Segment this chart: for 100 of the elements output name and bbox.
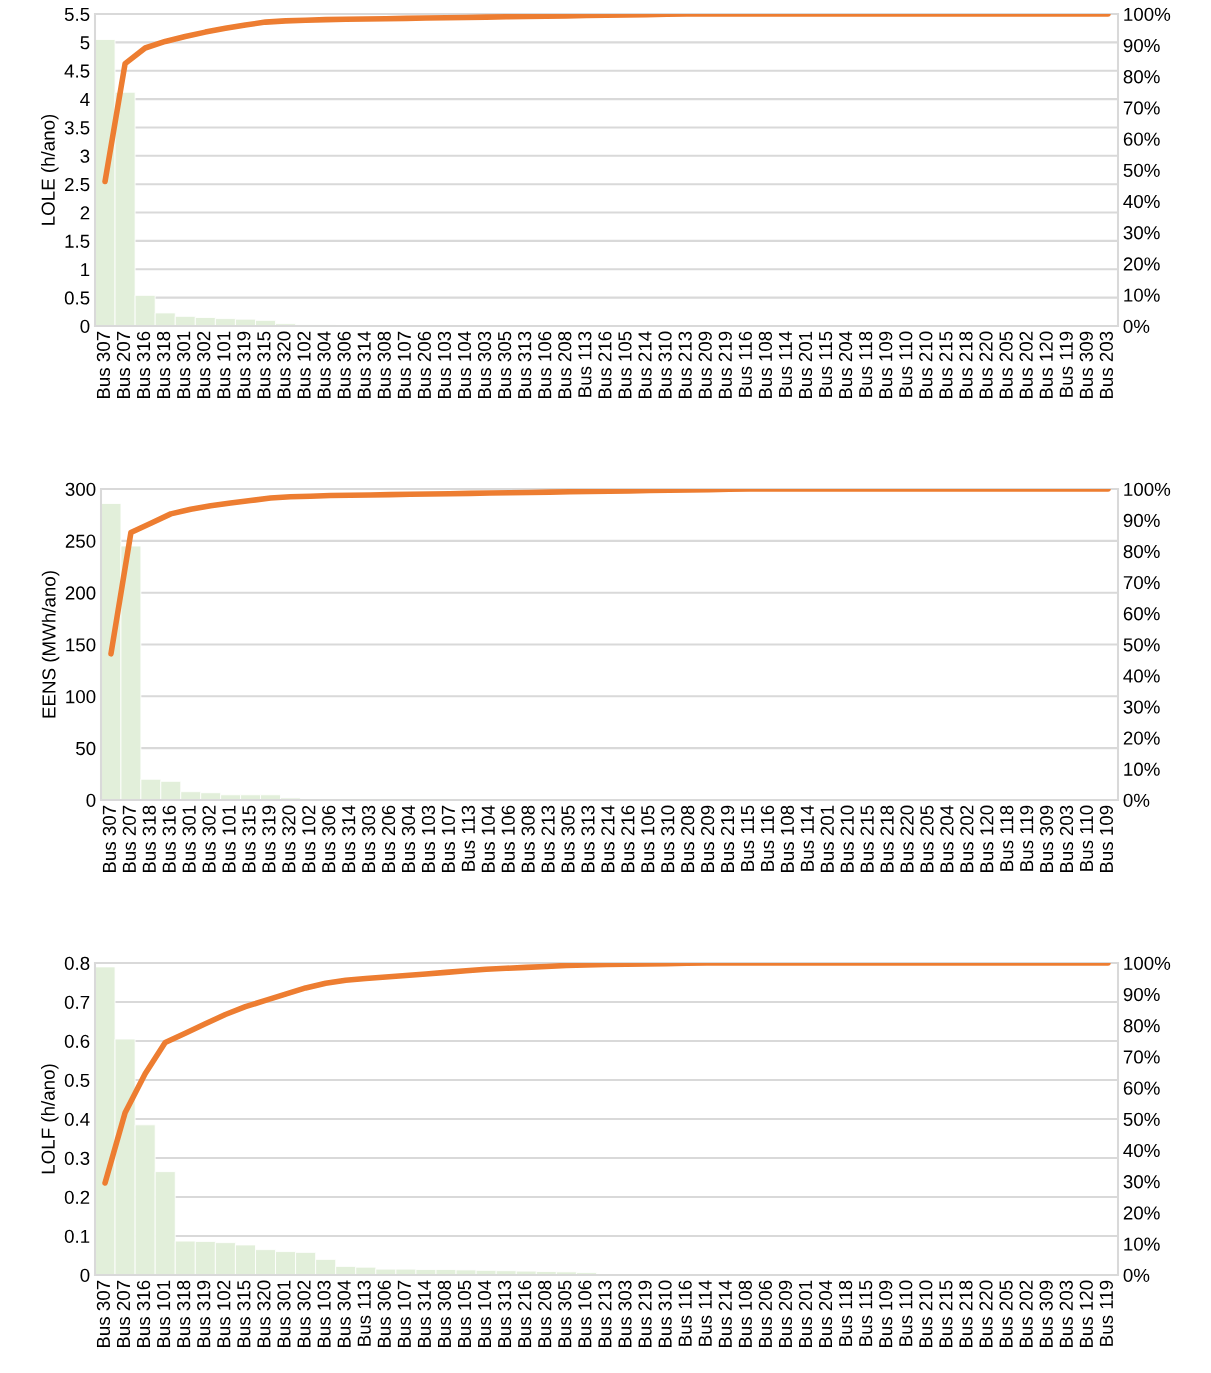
y2-tick-label: 20%: [1123, 257, 1160, 271]
x-tick-label: Bus 120: [1079, 1280, 1093, 1348]
x-tick-label: Bus 201: [798, 1280, 813, 1348]
x-tick-label: Bus 110: [899, 1280, 913, 1346]
y-tick-label: 50: [76, 741, 96, 756]
x-tick-label: Bus 116: [738, 331, 752, 397]
y-tick-label: 3.5: [64, 121, 90, 135]
x-tick-label: Bus 210: [919, 331, 933, 399]
y2-tick-label: 40%: [1123, 1143, 1160, 1158]
y2-tick-label: 60%: [1123, 607, 1160, 621]
y2-tick-label: 90%: [1123, 513, 1160, 528]
y-tick-label: 100: [66, 690, 96, 704]
y2-tick-label: 10%: [1124, 762, 1160, 776]
x-tick-label: Bus 304: [401, 805, 416, 873]
x-tick-label: Bus 218: [880, 805, 894, 873]
x-tick-label: Bus 115: [741, 805, 755, 871]
x-tick-label: Bus 215: [939, 1280, 953, 1348]
x-tick-label: Bus 307: [96, 1280, 111, 1348]
x-tick-label: Bus 303: [361, 805, 376, 873]
x-tick-label: Bus 115: [859, 1280, 873, 1346]
x-tick-label: Bus 114: [778, 331, 793, 397]
x-tick-label: Bus 208: [681, 805, 695, 873]
x-tick-label: Bus 309: [1079, 331, 1093, 399]
y2-tick-label: 80%: [1123, 1019, 1160, 1033]
y2-tick-label: 70%: [1123, 576, 1160, 590]
x-tick-label: Bus 220: [979, 1280, 993, 1348]
x-tick-label: Bus 315: [257, 331, 271, 399]
x-tick-label: Bus 309: [1039, 805, 1054, 873]
x-tick-label: Bus 303: [477, 331, 492, 399]
x-tick-label: Bus 314: [342, 805, 356, 873]
y-tick-label: 2.5: [65, 177, 90, 192]
x-tick-label: Bus 102: [297, 331, 311, 399]
x-tick-label: Bus 202: [1019, 331, 1033, 399]
x-tick-label: Bus 218: [959, 331, 973, 399]
x-tick-label: Bus 105: [641, 805, 655, 873]
x-tick-label: Bus 213: [541, 805, 555, 873]
x-tick-label: Bus 319: [237, 331, 251, 399]
x-tick-label: Bus 119: [1020, 805, 1034, 871]
y2-tick-label: 30%: [1123, 700, 1160, 714]
x-tick-label: Bus 109: [879, 331, 893, 399]
x-tick-label: Bus 314: [417, 1280, 431, 1348]
x-tick-label: Bus 202: [960, 805, 974, 873]
x-tick-label: Bus 318: [177, 1280, 191, 1348]
x-tick-label: Bus 209: [778, 1280, 793, 1348]
x-tick-label: Bus 220: [979, 331, 993, 399]
y2-tick-label: 50%: [1123, 638, 1160, 652]
x-tick-label: Bus 120: [980, 805, 994, 873]
y-tick-label: 0.6: [64, 1034, 90, 1048]
x-tick-label: Bus 306: [377, 1280, 391, 1348]
x-tick-label: Bus 301: [277, 1280, 291, 1348]
x-tick-label: Bus 218: [959, 1280, 973, 1348]
x-tick-label: Bus 316: [162, 805, 176, 873]
x-tick-label: Bus 304: [317, 331, 331, 399]
x-tick-label: Bus 109: [879, 1280, 893, 1348]
x-tick-label: Bus 313: [497, 1280, 512, 1348]
x-tick-label: Bus 310: [661, 805, 675, 873]
x-tick-label: Bus 306: [322, 805, 336, 873]
x-tick-label: Bus 110: [1079, 805, 1094, 871]
x-tick-label: Bus 104: [481, 805, 495, 873]
y2-tick-label: 100%: [1124, 7, 1171, 21]
x-tick-label: Bus 219: [720, 805, 735, 873]
x-tick-label: Bus 306: [337, 331, 351, 399]
x-tick-label: Bus 105: [618, 331, 632, 399]
x-tick-label: Bus 206: [758, 1280, 772, 1348]
x-tick-label: Bus 206: [417, 331, 431, 399]
x-tick-label: Bus 318: [156, 331, 171, 399]
y-tick-label: 2: [80, 206, 90, 220]
y2-tick-label: 90%: [1123, 987, 1160, 1002]
x-tick-label: Bus 320: [282, 805, 296, 873]
x-tick-label: Bus 108: [780, 805, 794, 873]
x-tick-label: Bus 118: [1000, 805, 1014, 871]
x-tick-label: Bus 201: [798, 331, 813, 399]
y2-tick-label: 60%: [1123, 132, 1160, 146]
y2-tick-label: 0%: [1123, 793, 1150, 807]
y-tick-label: 1: [81, 263, 90, 277]
x-tick-label: Bus 103: [437, 331, 452, 399]
x-tick-label: Bus 219: [718, 331, 732, 399]
x-tick-label: Bus 305: [558, 1280, 572, 1348]
x-tick-label: Bus 305: [561, 805, 575, 873]
x-tick-label: Bus 315: [242, 805, 256, 873]
y2-tick-label: 100%: [1124, 482, 1171, 496]
y-axis-title: EENS (MWh/ano): [41, 571, 60, 718]
y2-tick-label: 70%: [1123, 101, 1160, 115]
x-tick-label: Bus 113: [461, 805, 475, 871]
y2-tick-label: 0%: [1123, 319, 1150, 333]
x-tick-label: Bus 119: [1099, 1280, 1113, 1346]
y-tick-label: 0.5: [64, 1073, 90, 1087]
y-tick-label: 0.2: [64, 1190, 90, 1204]
y-axis-title: LOLF (h/ano): [41, 1064, 59, 1174]
y2-tick-label: 80%: [1123, 70, 1160, 84]
x-tick-label: Bus 310: [658, 1280, 672, 1348]
x-tick-label: Bus 106: [578, 1280, 592, 1348]
x-tick-label: Bus 209: [700, 805, 715, 873]
x-tick-label: Bus 307: [102, 805, 116, 873]
x-tick-label: Bus 215: [939, 331, 953, 399]
x-tick-label: Bus 213: [598, 1280, 612, 1348]
x-tick-label: Bus 203: [1059, 1280, 1073, 1348]
y-tick-label: 0: [80, 1268, 90, 1282]
x-tick-label: Bus 107: [397, 1280, 411, 1348]
x-tick-label: Bus 115: [819, 331, 833, 397]
